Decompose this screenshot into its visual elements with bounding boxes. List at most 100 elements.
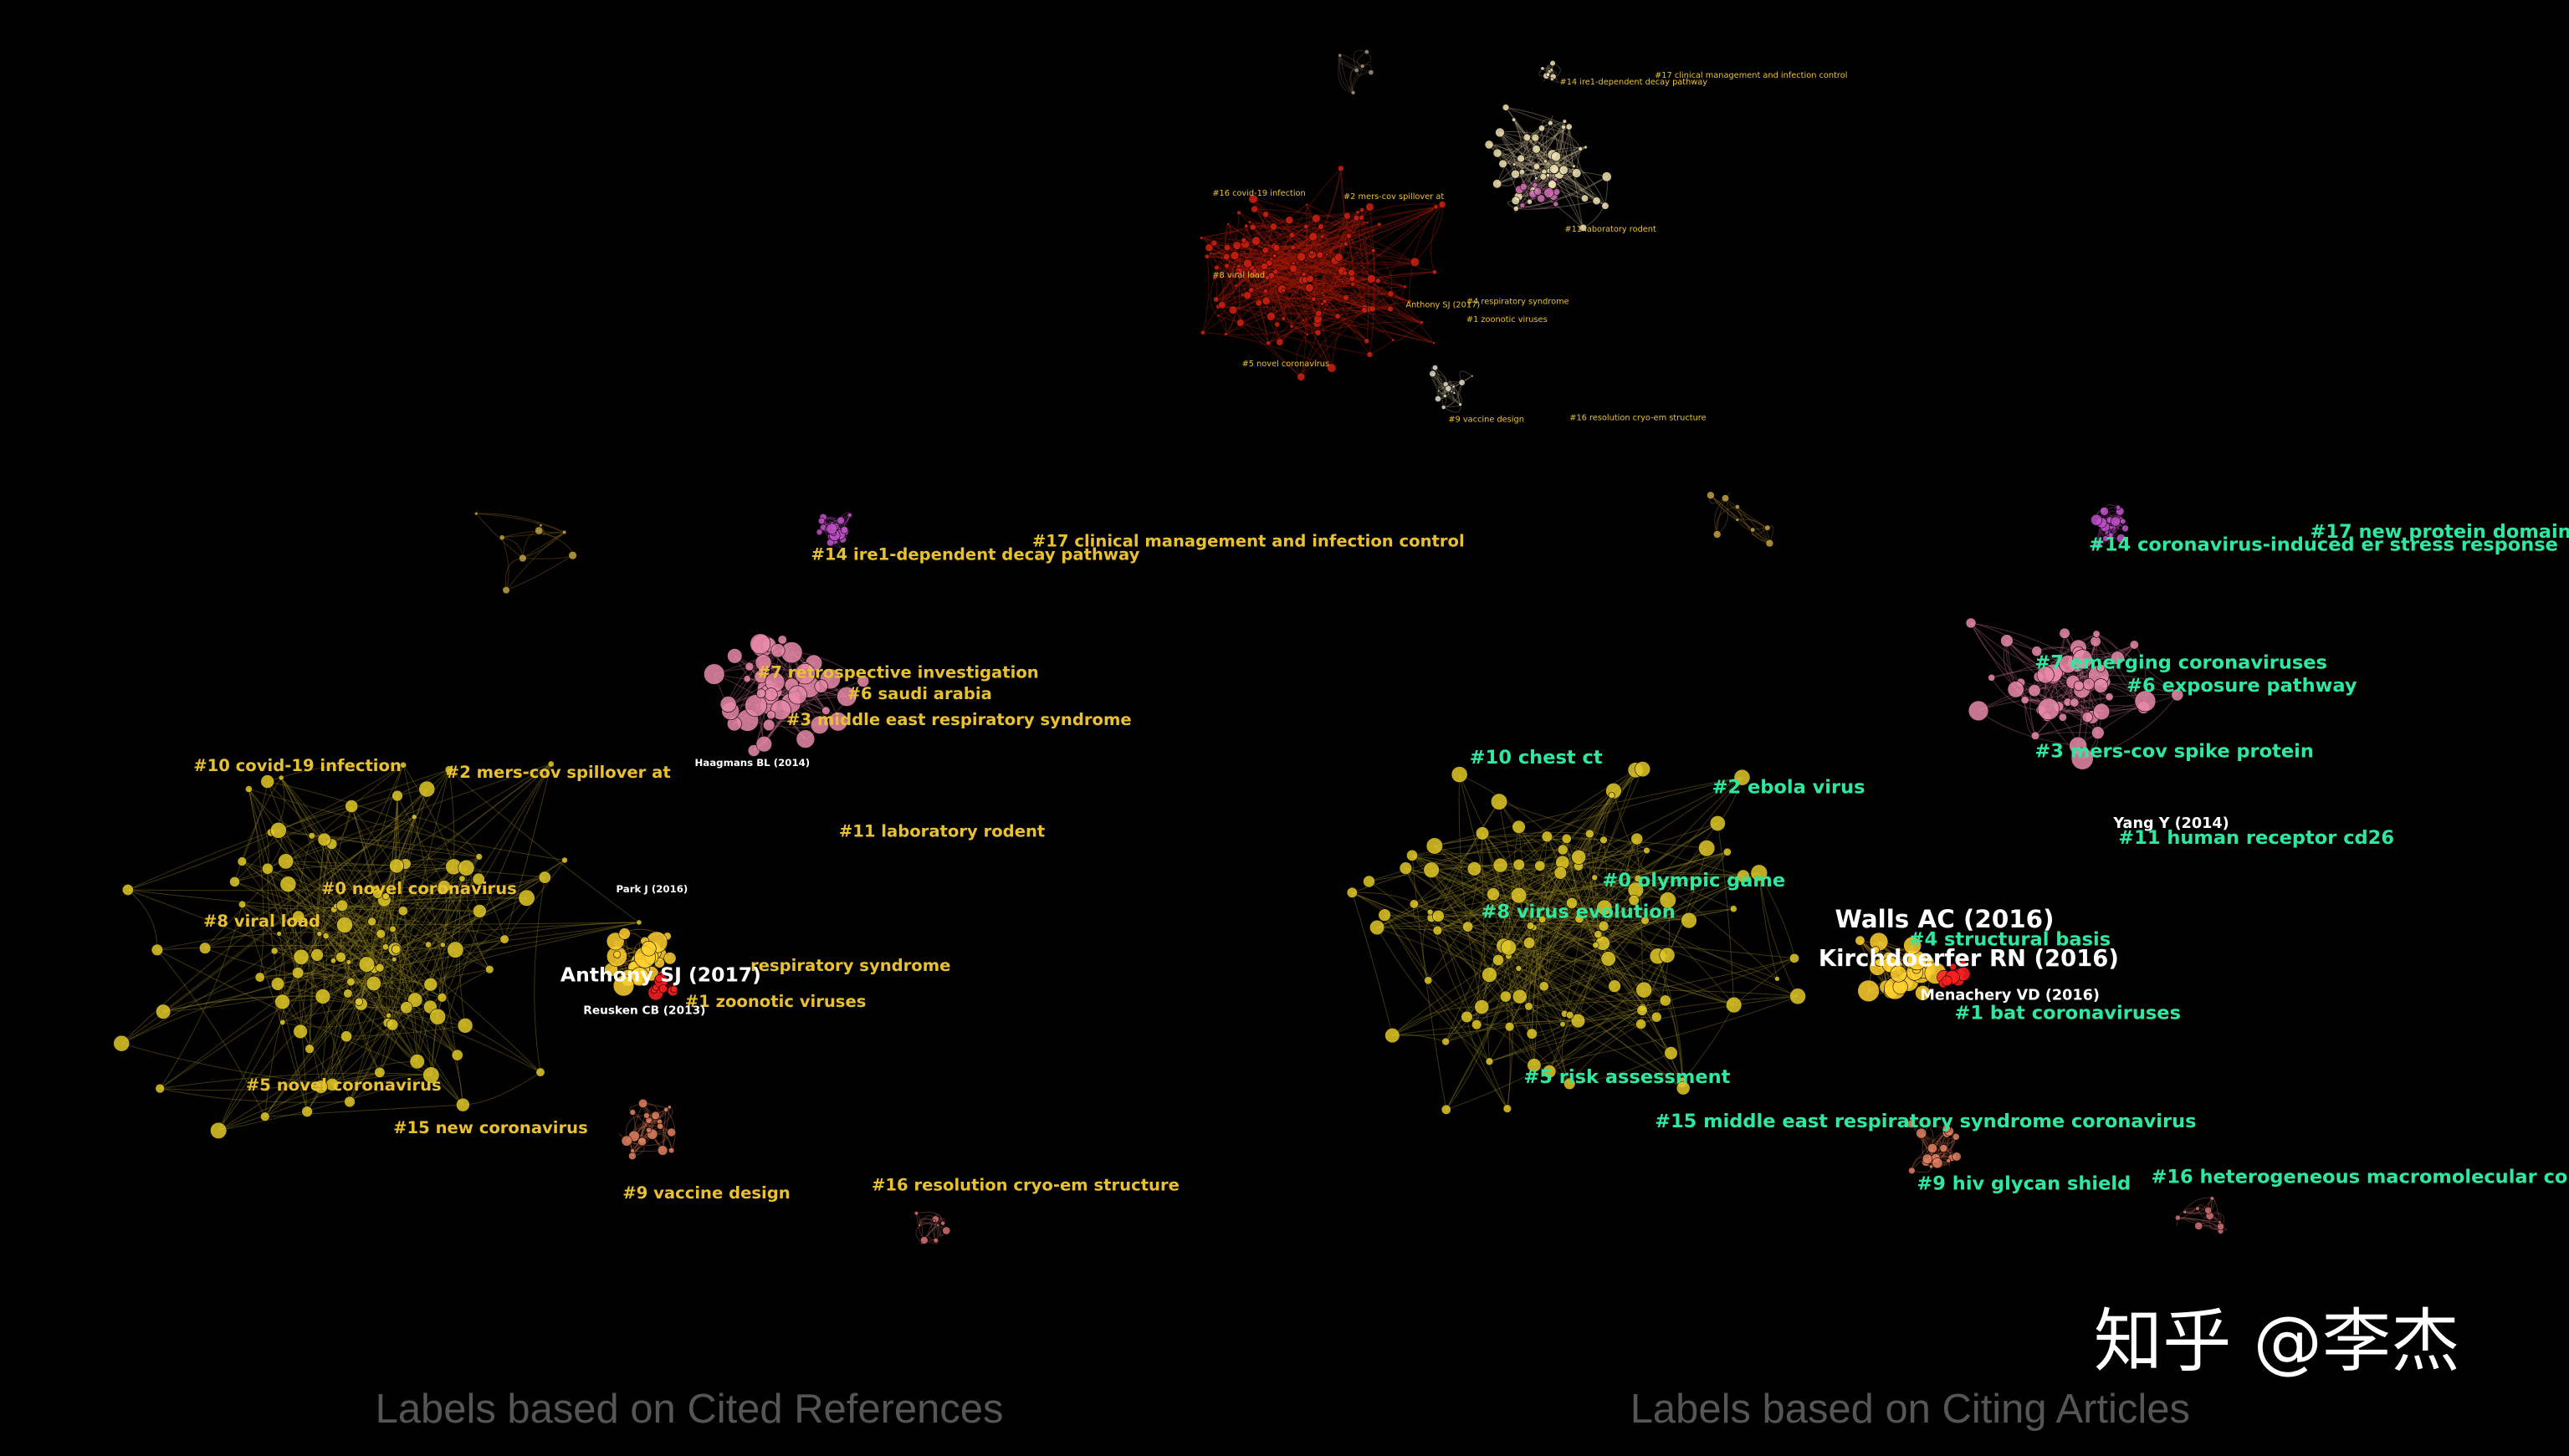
edge: [1392, 1020, 1579, 1036]
node: [1952, 1152, 1962, 1162]
node: [1338, 53, 1343, 58]
node: [918, 1224, 922, 1228]
edge: [1202, 250, 1374, 334]
node: [1487, 887, 1500, 902]
edge: [1518, 851, 1727, 897]
edge: [1434, 846, 1657, 1018]
edge: [1253, 224, 1379, 275]
edge: [1253, 273, 1333, 369]
node: [1553, 866, 1568, 880]
edge: [1579, 769, 1636, 919]
node: [308, 832, 316, 840]
edge: [1226, 315, 1338, 335]
edge: [1482, 833, 1490, 1062]
cluster-label: #17 new protein domain: [2310, 521, 2569, 543]
edge: [1266, 298, 1370, 310]
node: [2030, 731, 2040, 740]
edge: [1516, 176, 1607, 209]
node: [391, 789, 403, 802]
edge: [1210, 253, 1354, 285]
cluster-label: #14 ire1-dependent decay pathway: [1560, 78, 1708, 87]
node: [1561, 833, 1572, 844]
edge: [1252, 198, 1317, 219]
edge: [1552, 126, 1564, 185]
edge: [1271, 275, 1308, 335]
node: [1343, 212, 1351, 220]
node: [237, 856, 248, 866]
edge: [1312, 204, 1443, 256]
edge: [1411, 855, 1501, 867]
node: [1929, 1164, 1934, 1169]
node: [1387, 305, 1394, 313]
node: [2092, 630, 2101, 638]
edge: [430, 1006, 541, 1073]
edge: [1216, 267, 1435, 344]
cluster-label: Anthony SJ (2017): [1405, 300, 1480, 309]
edge: [1566, 838, 1615, 987]
edge: [1516, 200, 1597, 210]
cluster-label: #10 covid-19 infection: [193, 756, 402, 775]
edge: [1503, 872, 1561, 947]
node: [1594, 930, 1603, 939]
node: [1592, 942, 1599, 949]
node: [1946, 1158, 1952, 1163]
edge: [1508, 947, 1734, 1006]
node: [1289, 263, 1298, 273]
edge: [1569, 958, 1609, 1015]
edge: [1215, 245, 1238, 300]
edge: [1543, 851, 1728, 987]
edge: [1242, 294, 1365, 312]
node: [1968, 700, 1989, 722]
node: [1269, 257, 1274, 262]
edge: [1265, 235, 1313, 251]
edge: [1208, 247, 1224, 305]
node: [1374, 278, 1381, 284]
edge: [1518, 851, 1728, 969]
edge: [642, 1120, 660, 1141]
edge: [1415, 204, 1443, 263]
edge: [919, 1218, 934, 1226]
node: [400, 1001, 413, 1014]
node: [1565, 123, 1573, 130]
edge: [1246, 209, 1363, 296]
node: [374, 1066, 386, 1078]
node: [1916, 1127, 1927, 1139]
edge: [1202, 256, 1210, 333]
edge: [1238, 270, 1422, 324]
edge: [1392, 878, 1639, 1036]
edge: [1970, 622, 2080, 687]
node: [439, 942, 446, 948]
node: [1304, 258, 1308, 263]
node: [1350, 281, 1356, 287]
node: [704, 663, 725, 685]
edge: [274, 922, 639, 952]
edge: [1531, 862, 1563, 1035]
node: [2209, 1196, 2214, 1201]
edge: [1507, 826, 1520, 948]
node: [1512, 162, 1517, 166]
edge: [1215, 223, 1231, 268]
edge: [298, 972, 374, 984]
node: [2105, 692, 2114, 702]
node: [1247, 220, 1251, 224]
node: [745, 662, 755, 672]
edge: [1613, 790, 1669, 901]
edge: [1258, 236, 1323, 304]
node: [1210, 239, 1218, 247]
cluster-label: #6 exposure pathway: [2126, 675, 2357, 697]
node: [655, 974, 663, 983]
edge: [248, 789, 269, 869]
edge: [217, 769, 450, 1132]
cluster-label: #17 clinical management and infection co…: [1655, 71, 1847, 80]
node: [1272, 253, 1277, 258]
node: [386, 1019, 399, 1031]
node: [837, 686, 857, 707]
cluster-label: #0 novel coronavirus: [321, 879, 517, 898]
node: [847, 512, 852, 518]
node: [444, 765, 454, 774]
edge: [385, 896, 418, 1062]
cluster-label: #7 retrospective investigation: [757, 662, 1039, 682]
edge: [1302, 279, 1405, 289]
edge: [1589, 833, 1669, 901]
